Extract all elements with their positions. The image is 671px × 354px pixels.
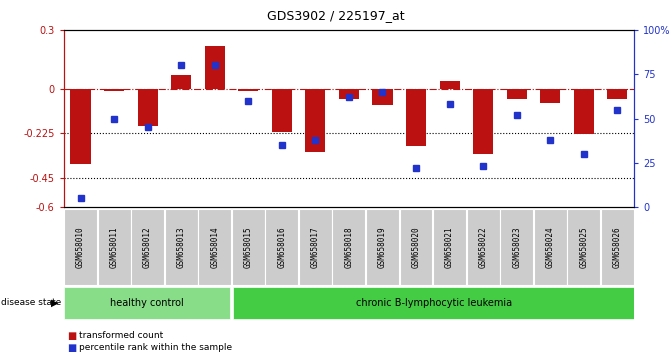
Bar [500, 209, 533, 285]
Bar [466, 209, 499, 285]
Bar [406, 89, 426, 146]
Text: transformed count: transformed count [79, 331, 163, 340]
Text: GSM658022: GSM658022 [478, 226, 488, 268]
Text: GSM658011: GSM658011 [109, 226, 119, 268]
Text: chronic B-lymphocytic leukemia: chronic B-lymphocytic leukemia [356, 298, 512, 308]
Bar [64, 209, 97, 285]
Bar [607, 89, 627, 99]
Text: ▶: ▶ [51, 298, 59, 308]
Text: GSM658015: GSM658015 [244, 226, 253, 268]
Text: percentile rank within the sample: percentile rank within the sample [79, 343, 231, 352]
Bar [238, 89, 258, 91]
Bar [601, 209, 633, 285]
Bar [540, 89, 560, 103]
Bar [339, 89, 359, 99]
Bar [64, 287, 229, 319]
Bar [507, 89, 527, 99]
Text: GSM658024: GSM658024 [546, 226, 555, 268]
Bar [98, 209, 130, 285]
Text: GSM658014: GSM658014 [210, 226, 219, 268]
Bar [433, 209, 466, 285]
Text: GSM658018: GSM658018 [344, 226, 354, 268]
Bar [272, 89, 292, 132]
Bar [205, 46, 225, 89]
Bar [70, 89, 91, 164]
Bar [265, 209, 298, 285]
Bar [473, 89, 493, 154]
Text: GSM658025: GSM658025 [579, 226, 588, 268]
Bar [198, 209, 231, 285]
Bar [366, 209, 399, 285]
Bar [399, 209, 432, 285]
Bar [574, 89, 594, 134]
Bar [332, 209, 365, 285]
Bar [232, 209, 264, 285]
Text: GSM658020: GSM658020 [411, 226, 421, 268]
Bar [104, 89, 124, 91]
Text: GSM658023: GSM658023 [512, 226, 521, 268]
Text: GSM658026: GSM658026 [613, 226, 622, 268]
Bar [440, 81, 460, 89]
Bar [567, 209, 600, 285]
Text: GSM658021: GSM658021 [445, 226, 454, 268]
Text: healthy control: healthy control [110, 298, 184, 308]
Bar [305, 89, 325, 152]
Text: ■: ■ [67, 331, 76, 341]
Bar [299, 209, 331, 285]
Text: GSM658013: GSM658013 [176, 226, 186, 268]
Text: GDS3902 / 225197_at: GDS3902 / 225197_at [266, 9, 405, 22]
Text: GSM658010: GSM658010 [76, 226, 85, 268]
Text: GSM658016: GSM658016 [277, 226, 287, 268]
Text: GSM658017: GSM658017 [311, 226, 320, 268]
Bar [534, 209, 566, 285]
Bar [131, 209, 164, 285]
Bar [164, 209, 197, 285]
Bar [372, 89, 393, 105]
Bar [171, 75, 191, 89]
Text: disease state: disease state [1, 298, 62, 307]
Text: GSM658019: GSM658019 [378, 226, 387, 268]
Text: GSM658012: GSM658012 [143, 226, 152, 268]
Bar [234, 287, 634, 319]
Text: ■: ■ [67, 343, 76, 353]
Bar [138, 89, 158, 126]
